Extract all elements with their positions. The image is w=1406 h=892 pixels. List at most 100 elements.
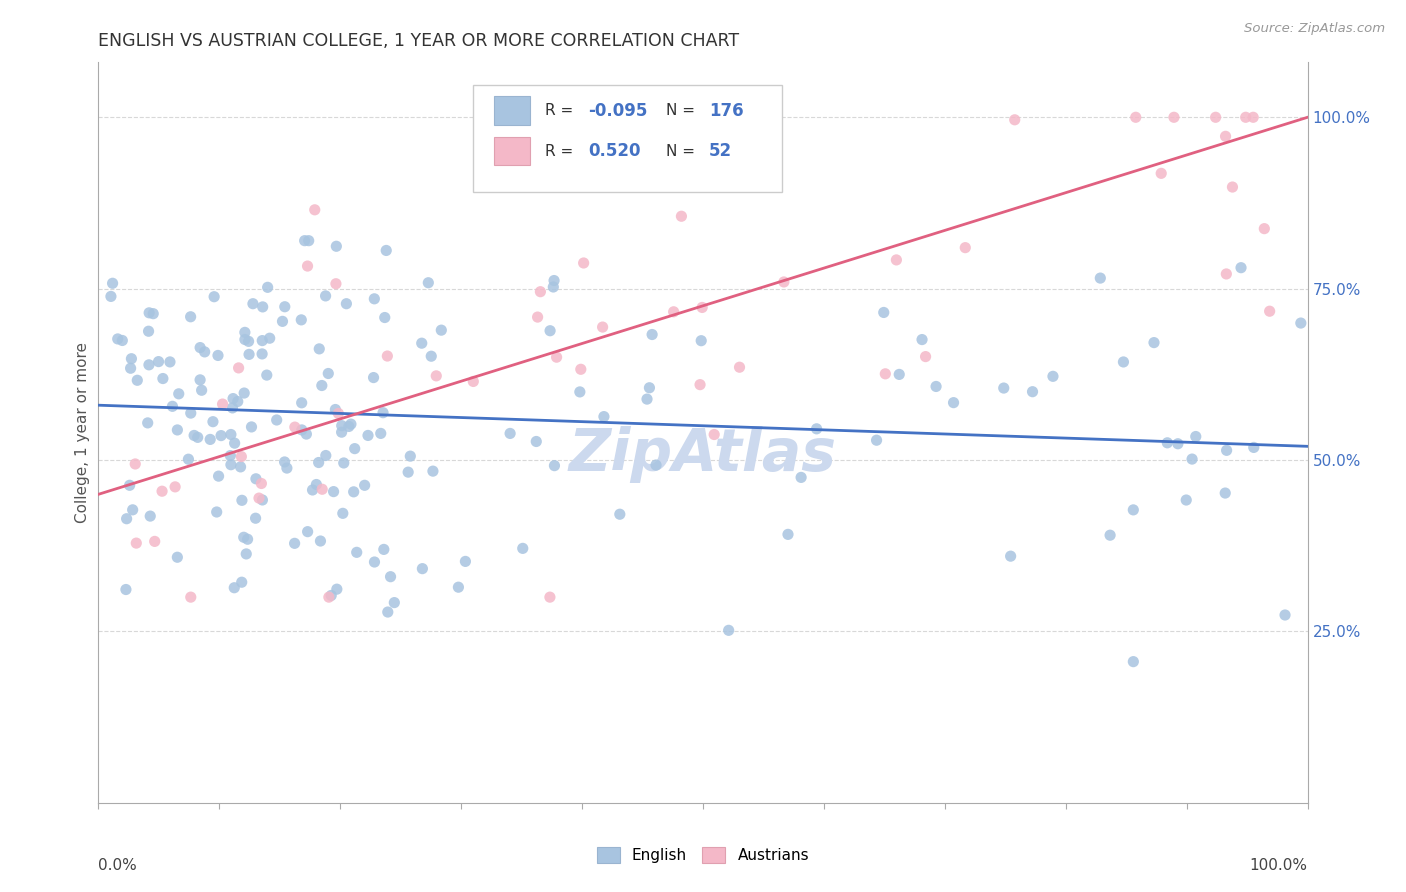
Point	[529, 285, 551, 299]
Point	[1122, 503, 1144, 517]
Text: ZipAtlas: ZipAtlas	[569, 426, 837, 483]
Point	[411, 336, 433, 351]
Point	[346, 545, 368, 559]
Point	[875, 367, 897, 381]
Point	[274, 300, 297, 314]
Point	[124, 457, 146, 471]
Point	[207, 348, 229, 362]
Point	[524, 434, 547, 449]
Text: N =: N =	[665, 144, 699, 159]
Point	[235, 547, 257, 561]
Point	[136, 416, 159, 430]
Text: N =: N =	[665, 103, 699, 118]
Point	[1274, 607, 1296, 622]
Point	[107, 332, 129, 346]
Point	[689, 377, 711, 392]
Point	[889, 368, 911, 382]
Point	[1156, 435, 1178, 450]
Point	[1230, 260, 1253, 275]
Point	[315, 289, 337, 303]
Y-axis label: College, 1 year or more: College, 1 year or more	[75, 343, 90, 523]
Point	[194, 344, 217, 359]
Point	[308, 342, 330, 356]
Point	[1215, 443, 1237, 458]
Point	[231, 493, 253, 508]
Point	[609, 507, 631, 521]
Point	[1090, 271, 1112, 285]
Point	[121, 503, 143, 517]
Point	[165, 480, 187, 494]
Point	[568, 384, 591, 399]
Point	[592, 320, 614, 334]
Point	[569, 362, 592, 376]
Point	[143, 534, 166, 549]
Point	[115, 582, 138, 597]
Point	[209, 428, 232, 442]
Point	[873, 305, 896, 319]
Point	[180, 310, 202, 324]
Point	[512, 541, 534, 556]
Point	[252, 300, 274, 314]
Point	[370, 426, 392, 441]
Point	[305, 477, 328, 491]
Point	[127, 373, 149, 387]
Point	[1099, 528, 1122, 542]
Point	[425, 368, 447, 383]
Point	[291, 396, 314, 410]
Point	[638, 381, 661, 395]
Point	[396, 465, 419, 479]
Text: Source: ZipAtlas.com: Source: ZipAtlas.com	[1244, 22, 1385, 36]
Point	[101, 277, 124, 291]
Point	[115, 512, 138, 526]
Point	[690, 301, 713, 315]
Point	[1205, 110, 1227, 124]
Point	[228, 360, 250, 375]
Point	[162, 400, 184, 414]
Point	[380, 570, 402, 584]
Point	[1000, 549, 1022, 564]
Point	[1213, 486, 1236, 500]
Point	[790, 470, 813, 484]
Point	[546, 350, 568, 364]
Point	[773, 275, 796, 289]
Point	[377, 605, 399, 619]
Legend: English, Austrians: English, Austrians	[591, 841, 815, 869]
Point	[202, 290, 225, 304]
Point	[207, 469, 229, 483]
Point	[373, 542, 395, 557]
Point	[641, 327, 664, 342]
Point	[703, 427, 725, 442]
Point	[211, 397, 233, 411]
Point	[1181, 452, 1204, 467]
Point	[645, 458, 668, 472]
Point	[454, 554, 477, 568]
Point	[259, 331, 281, 345]
Point	[1289, 316, 1312, 330]
Point	[340, 417, 363, 431]
Point	[233, 326, 256, 340]
Point	[308, 456, 330, 470]
Point	[297, 259, 319, 273]
Point	[463, 375, 485, 389]
Point	[526, 310, 548, 324]
Point	[148, 354, 170, 368]
Point	[538, 324, 561, 338]
Point	[411, 561, 433, 575]
Point	[276, 461, 298, 475]
Point	[332, 456, 354, 470]
Point	[219, 449, 242, 463]
Point	[1021, 384, 1043, 399]
Bar	[494, 96, 530, 125]
Point	[150, 484, 173, 499]
Point	[332, 506, 354, 520]
Point	[322, 484, 344, 499]
Point	[1253, 221, 1275, 235]
Text: -0.095: -0.095	[588, 102, 648, 120]
Point	[375, 244, 398, 258]
Point	[543, 458, 565, 473]
Point	[1215, 129, 1237, 144]
Point	[291, 423, 314, 437]
Point	[229, 459, 252, 474]
Point	[166, 423, 188, 437]
Point	[330, 425, 353, 440]
